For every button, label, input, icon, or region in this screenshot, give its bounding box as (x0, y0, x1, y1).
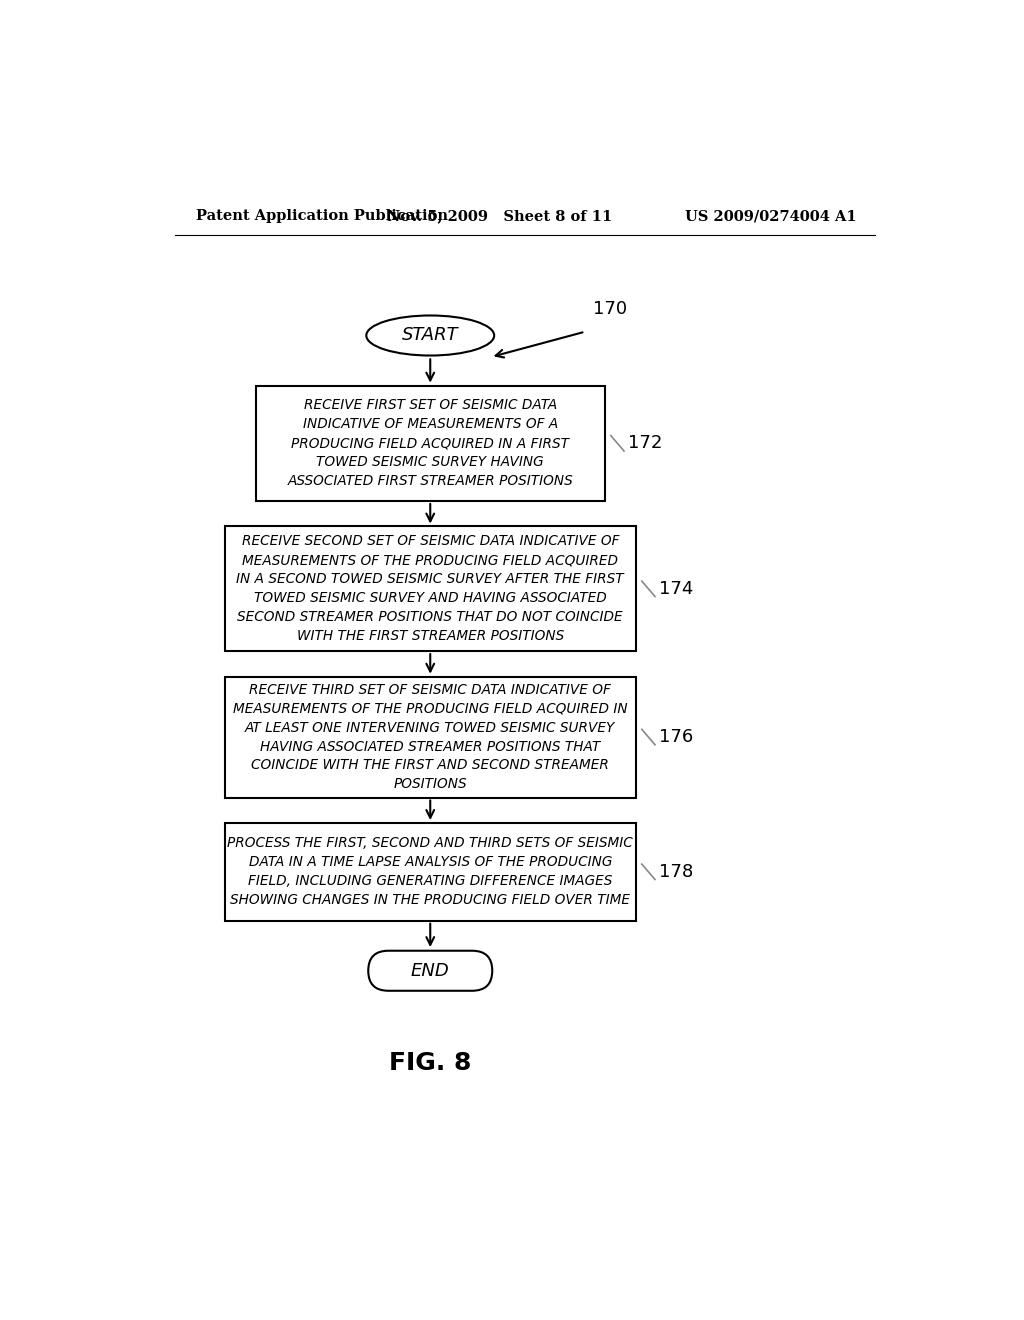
Text: END: END (411, 962, 450, 979)
Text: 174: 174 (658, 579, 693, 598)
Text: RECEIVE SECOND SET OF SEISMIC DATA INDICATIVE OF
MEASUREMENTS OF THE PRODUCING F: RECEIVE SECOND SET OF SEISMIC DATA INDIC… (237, 535, 624, 643)
Text: Patent Application Publication: Patent Application Publication (197, 209, 449, 223)
Text: 178: 178 (658, 863, 693, 880)
Text: RECEIVE THIRD SET OF SEISMIC DATA INDICATIVE OF
MEASUREMENTS OF THE PRODUCING FI: RECEIVE THIRD SET OF SEISMIC DATA INDICA… (232, 682, 628, 792)
Text: 176: 176 (658, 729, 693, 746)
Text: US 2009/0274004 A1: US 2009/0274004 A1 (685, 209, 856, 223)
Text: FIG. 8: FIG. 8 (389, 1051, 471, 1076)
Text: 170: 170 (593, 300, 627, 318)
Text: Nov. 5, 2009   Sheet 8 of 11: Nov. 5, 2009 Sheet 8 of 11 (387, 209, 612, 223)
Text: 172: 172 (628, 434, 663, 453)
Text: PROCESS THE FIRST, SECOND AND THIRD SETS OF SEISMIC
DATA IN A TIME LAPSE ANALYSI: PROCESS THE FIRST, SECOND AND THIRD SETS… (227, 837, 633, 907)
Text: START: START (402, 326, 459, 345)
Text: RECEIVE FIRST SET OF SEISMIC DATA
INDICATIVE OF MEASUREMENTS OF A
PRODUCING FIEL: RECEIVE FIRST SET OF SEISMIC DATA INDICA… (288, 399, 573, 488)
